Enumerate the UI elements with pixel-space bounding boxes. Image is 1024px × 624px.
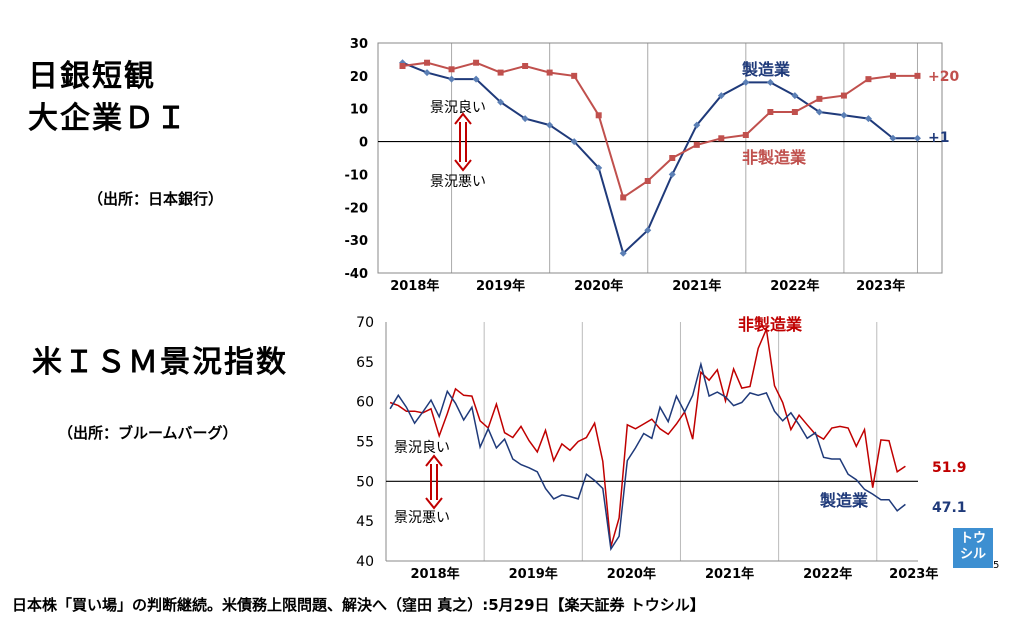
tankan-point-nonmanufacturing [816, 96, 822, 102]
tankan-point-manufacturing [914, 135, 921, 142]
tankan-y-tick-label: -40 [345, 267, 369, 282]
tankan-point-manufacturing [840, 112, 847, 119]
ism-end-label-nonmanufacturing: 51.9 [932, 460, 967, 476]
ism-y-tick-label: 70 [356, 315, 374, 331]
ism-end-label-manufacturing: 47.1 [932, 500, 967, 516]
tankan-point-nonmanufacturing [792, 109, 798, 115]
ism-y-tick-label: 65 [356, 355, 374, 371]
tankan-plot-frame [378, 43, 942, 273]
tankan-point-manufacturing [767, 79, 774, 86]
tankan-point-nonmanufacturing [645, 178, 651, 184]
tankan-x-tick-label: 2021年 [672, 278, 721, 294]
ism-x-tick-label: 2019年 [509, 566, 558, 582]
tankan-point-manufacturing [448, 76, 455, 83]
tankan-point-nonmanufacturing [914, 73, 920, 79]
ism-series-label-nonmanufacturing: 非製造業 [738, 315, 803, 334]
tankan-point-nonmanufacturing [547, 70, 553, 76]
ism-y-tick-label: 55 [356, 435, 374, 451]
page-number: 5 [993, 560, 999, 571]
ism-series-label-manufacturing: 製造業 [819, 491, 869, 510]
tankan-y-tick-label: -20 [345, 201, 369, 216]
tankan-x-tick-label: 2018年 [390, 278, 439, 294]
tankan-point-nonmanufacturing [498, 70, 504, 76]
tankan-point-nonmanufacturing [718, 135, 724, 141]
tankan-series-line-manufacturing [403, 63, 918, 254]
tankan-point-manufacturing [424, 69, 431, 76]
tankan-point-nonmanufacturing [694, 142, 700, 148]
ism-chart: 70 65 60 55 50 45 40 2018年 2019年 2020年 2021年 2022年… [356, 315, 966, 582]
tankan-point-nonmanufacturing [890, 73, 896, 79]
tankan-point-nonmanufacturing [620, 194, 626, 200]
tankan-end-label-nonmanufacturing: +20 [928, 69, 959, 85]
ism-x-tick-label: 2023年 [889, 566, 938, 582]
tankan-point-nonmanufacturing [841, 93, 847, 99]
tankan-point-nonmanufacturing [473, 60, 479, 66]
ism-y-tick-label: 50 [356, 474, 374, 490]
footer-caption: 日本株「買い場」の判断継続。米債務上限問題、解決へ（窪田 真之）:5月29日【楽… [12, 594, 705, 615]
tankan-end-label-manufacturing: +1 [928, 130, 949, 146]
tankan-point-nonmanufacturing [522, 63, 528, 69]
tankan-point-nonmanufacturing [449, 66, 455, 72]
ism-y-tick-label: 40 [356, 554, 374, 570]
logo-line2: シル [953, 547, 993, 563]
tankan-point-nonmanufacturing [424, 60, 430, 66]
toushiru-logo: トウ シル [953, 528, 993, 568]
tankan-point-nonmanufacturing [596, 112, 602, 118]
tankan-chart: 30 20 10 0 -10 -20 -30 -40 2018年 2019年 2020年 2021年… [345, 37, 960, 294]
tankan-annotation-down: 景況悪い [430, 174, 486, 190]
tankan-point-nonmanufacturing [669, 155, 675, 161]
tankan-x-tick-label: 2019年 [476, 278, 525, 294]
ism-x-tick-label: 2022年 [803, 566, 852, 582]
logo-line1: トウ [953, 531, 993, 547]
tankan-point-manufacturing [669, 171, 676, 178]
tankan-point-nonmanufacturing [767, 109, 773, 115]
tankan-y-tick-label: -10 [345, 168, 369, 183]
tankan-y-tick-label: 0 [359, 136, 368, 151]
tankan-point-nonmanufacturing [865, 76, 871, 82]
tankan-point-nonmanufacturing [400, 63, 406, 69]
tankan-y-tick-label: -30 [345, 234, 369, 249]
ism-x-tick-label: 2020年 [607, 566, 656, 582]
ism-annotation-down: 景況悪い [394, 510, 450, 526]
tankan-point-manufacturing [742, 79, 749, 86]
tankan-annotation-up: 景況良い [430, 100, 486, 116]
ism-annotation-up: 景況良い [394, 440, 450, 456]
tankan-series-label-nonmanufacturing: 非製造業 [742, 148, 807, 167]
ism-series-line-nonmanufacturing [390, 329, 905, 547]
tankan-y-tick-label: 10 [350, 103, 368, 118]
tankan-y-tick-label: 20 [350, 70, 368, 85]
tankan-point-nonmanufacturing [571, 73, 577, 79]
ism-y-tick-label: 45 [356, 514, 374, 530]
ism-x-tick-label: 2021年 [705, 566, 754, 582]
tankan-point-nonmanufacturing [743, 132, 749, 138]
tankan-y-tick-label: 30 [350, 37, 368, 52]
tankan-x-tick-label: 2020年 [574, 278, 623, 294]
tankan-series-label-manufacturing: 製造業 [741, 60, 791, 79]
ism-series-line-manufacturing [390, 364, 905, 549]
ism-x-tick-label: 2018年 [410, 566, 459, 582]
tankan-x-tick-label: 2023年 [856, 278, 905, 294]
tankan-x-tick-label: 2022年 [770, 278, 819, 294]
ism-double-arrow [426, 456, 442, 508]
ism-y-tick-label: 60 [356, 395, 374, 411]
